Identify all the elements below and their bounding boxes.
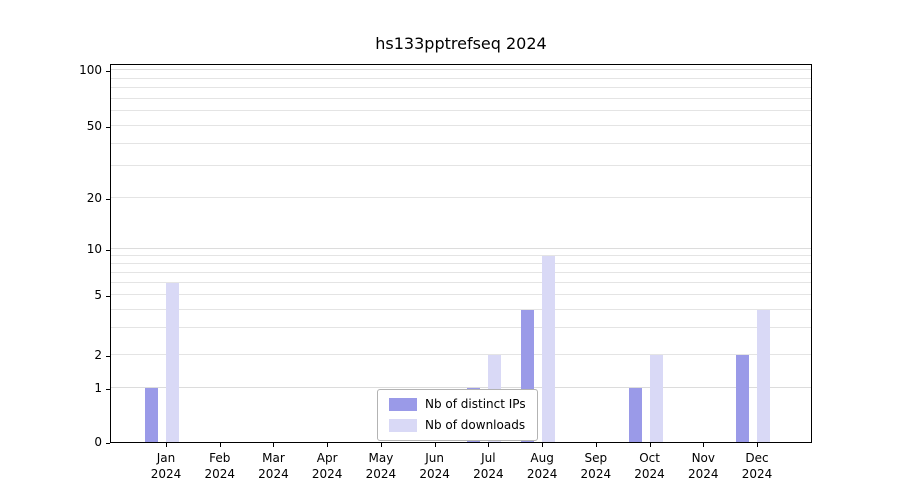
gridline-y-80 — [111, 87, 811, 89]
bar-downloads-aug — [542, 256, 556, 442]
plot-area: Nb of distinct IPs Nb of downloads — [110, 64, 812, 443]
y-tick-label-1: 1 — [94, 380, 102, 395]
y-tick-mark-5 — [106, 295, 110, 297]
y-tick-label-10: 10 — [86, 242, 102, 256]
legend: Nb of distinct IPs Nb of downloads — [377, 389, 538, 441]
x-tick-label-dec: Dec 2024 — [741, 451, 773, 481]
y-tick-mark-0 — [106, 443, 110, 444]
gridline-y-10 — [111, 248, 811, 250]
gridline-y-70 — [111, 97, 811, 99]
x-tick-label-jul: Jul 2024 — [473, 451, 504, 481]
y-tick-mark-1 — [106, 388, 110, 390]
chart-title: hs133pptrefseq 2024 — [375, 34, 547, 53]
y-tick-mark-10 — [106, 250, 110, 251]
gridline-y-4 — [111, 308, 811, 310]
gridline-y-60 — [111, 110, 811, 112]
legend-item-downloads: Nb of downloads — [389, 418, 526, 433]
x-tick-label-nov: Nov 2024 — [688, 451, 719, 481]
y-tick-label-20: 20 — [86, 190, 102, 205]
x-tick-mark-feb — [219, 443, 221, 447]
gridline-y-2 — [111, 353, 811, 355]
bar-downloads-oct — [649, 354, 663, 442]
gridline-y-8 — [111, 262, 811, 264]
x-tick-label-jun: Jun 2024 — [419, 451, 450, 481]
x-tick-mark-mar — [273, 443, 275, 447]
x-tick-mark-apr — [327, 443, 329, 447]
y-tick-label-50: 50 — [86, 118, 102, 133]
legend-swatch-downloads — [389, 419, 417, 432]
x-tick-label-may: May 2024 — [365, 451, 397, 481]
x-tick-mark-oct — [649, 443, 651, 447]
gridline-y-1 — [111, 387, 811, 388]
x-tick-label-feb: Feb 2024 — [204, 451, 235, 481]
bar-downloads-jan — [166, 282, 179, 442]
legend-label-distinct-ips: Nb of distinct IPs — [425, 397, 526, 411]
gridline-y-90 — [111, 77, 811, 79]
bar-distinct-ips-jan — [145, 388, 158, 442]
x-tick-label-aug: Aug 2024 — [526, 451, 558, 481]
x-tick-mark-jan — [166, 443, 167, 447]
y-tick-mark-2 — [106, 355, 110, 357]
x-tick-label-jan: Jan 2024 — [150, 451, 182, 481]
x-tick-mark-jul — [488, 443, 490, 447]
y-tick-label-0: 0 — [94, 435, 102, 449]
y-tick-mark-20 — [106, 198, 110, 200]
y-tick-mark-50 — [106, 126, 110, 128]
x-tick-label-sep: Sep 2024 — [580, 451, 612, 481]
x-tick-mark-nov — [703, 443, 705, 447]
legend-item-distinct-ips: Nb of distinct IPs — [389, 397, 526, 412]
gridline-y-40 — [111, 142, 811, 144]
x-tick-mark-jun — [434, 443, 436, 447]
bar-downloads-dec — [757, 309, 771, 442]
y-tick-label-5: 5 — [94, 287, 102, 302]
x-tick-mark-may — [380, 443, 382, 447]
x-tick-label-mar: Mar 2024 — [258, 451, 289, 481]
gridline-y-5 — [111, 294, 811, 295]
gridline-y-30 — [111, 165, 811, 167]
y-tick-label-100: 100 — [79, 63, 102, 77]
legend-label-downloads: Nb of downloads — [425, 418, 526, 432]
gridline-y-20 — [111, 197, 811, 198]
x-tick-label-apr: Apr 2024 — [311, 451, 343, 481]
x-tick-label-oct: Oct 2024 — [634, 451, 665, 481]
bar-distinct-ips-dec — [736, 354, 750, 442]
x-tick-mark-dec — [757, 443, 759, 447]
bar-distinct-ips-oct — [628, 388, 642, 442]
y-tick-mark-100 — [106, 71, 110, 72]
gridline-y-6 — [111, 281, 811, 283]
legend-swatch-distinct-ips — [389, 398, 417, 411]
gridline-y-3 — [111, 327, 811, 329]
x-tick-mark-sep — [595, 443, 597, 447]
gridline-y-100 — [111, 69, 811, 71]
x-tick-mark-aug — [542, 443, 544, 447]
gridline-y-50 — [111, 125, 811, 126]
gridline-y-9 — [111, 255, 811, 257]
y-tick-label-2: 2 — [94, 347, 102, 362]
gridline-y-7 — [111, 271, 811, 273]
